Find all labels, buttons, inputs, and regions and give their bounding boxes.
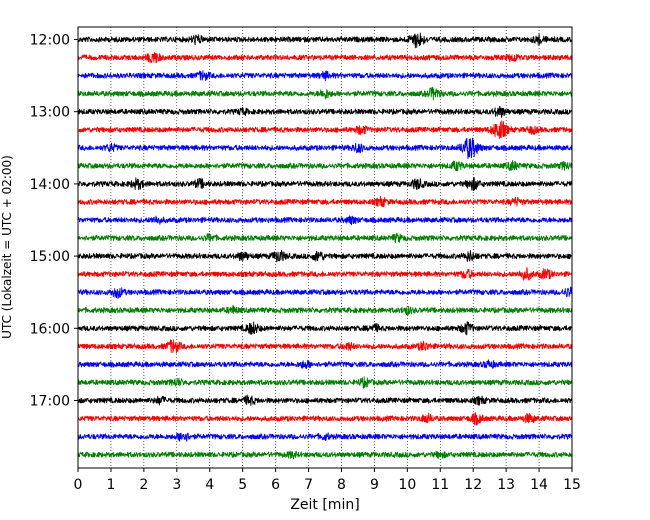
trace-line [77, 339, 573, 354]
x-tick-label: 2 [139, 477, 148, 493]
y-tick-label: 14:00 [30, 177, 70, 193]
trace-line [77, 160, 573, 172]
y-tick-label: 13:00 [30, 105, 70, 121]
x-tick-label: 10 [398, 477, 416, 493]
x-axis: 0 1 2 3 4 5 6 7 8 9 10 11 12 13 14 15 [74, 468, 581, 493]
trace-line [77, 394, 573, 407]
x-tick-label: 0 [74, 477, 83, 493]
x-tick-label: 12 [464, 477, 482, 493]
trace-line [77, 432, 573, 442]
trace-line [77, 267, 573, 281]
y-axis-label: UTC (Lokalzeit = UTC + 02:00) [0, 155, 14, 339]
trace-line [77, 105, 573, 118]
x-axis-label: Zeit [min] [290, 497, 359, 513]
x-tick-label: 14 [530, 477, 548, 493]
trace-line [77, 86, 573, 101]
y-tick-label: 16:00 [30, 321, 70, 337]
x-tick-label: 4 [205, 477, 214, 493]
trace-line [77, 321, 573, 336]
trace-group [77, 32, 573, 460]
x-tick-label: 15 [563, 477, 581, 493]
trace-line [77, 450, 573, 460]
trace-line [77, 32, 573, 49]
y-tick-label: 17:00 [30, 394, 70, 410]
x-tick-label: 3 [172, 477, 181, 493]
x-tick-label: 13 [497, 477, 515, 493]
x-tick-label: 9 [370, 477, 379, 493]
trace-line [77, 120, 573, 139]
trace-line [77, 286, 573, 299]
trace-line [77, 232, 573, 243]
trace-line [77, 376, 573, 389]
trace-line [77, 249, 573, 263]
trace-line [77, 305, 573, 316]
y-tick-label: 12:00 [30, 33, 70, 49]
trace-line [77, 412, 573, 426]
x-tick-label: 11 [431, 477, 449, 493]
trace-line [77, 70, 573, 82]
x-tick-label: 8 [337, 477, 346, 493]
x-tick-label: 7 [304, 477, 313, 493]
plot-frame [77, 26, 573, 469]
trace-line [77, 359, 573, 370]
x-tick-label: 6 [271, 477, 280, 493]
x-tick-label: 5 [238, 477, 247, 493]
trace-line [77, 137, 573, 159]
y-axis: 12:00 13:00 14:00 15:00 16:00 17:00 [30, 33, 78, 410]
y-tick-label: 15:00 [30, 249, 70, 265]
trace-line [77, 195, 573, 208]
x-tick-label: 1 [106, 477, 115, 493]
trace-line [77, 177, 573, 192]
trace-line [77, 215, 573, 226]
trace-line [77, 52, 573, 64]
